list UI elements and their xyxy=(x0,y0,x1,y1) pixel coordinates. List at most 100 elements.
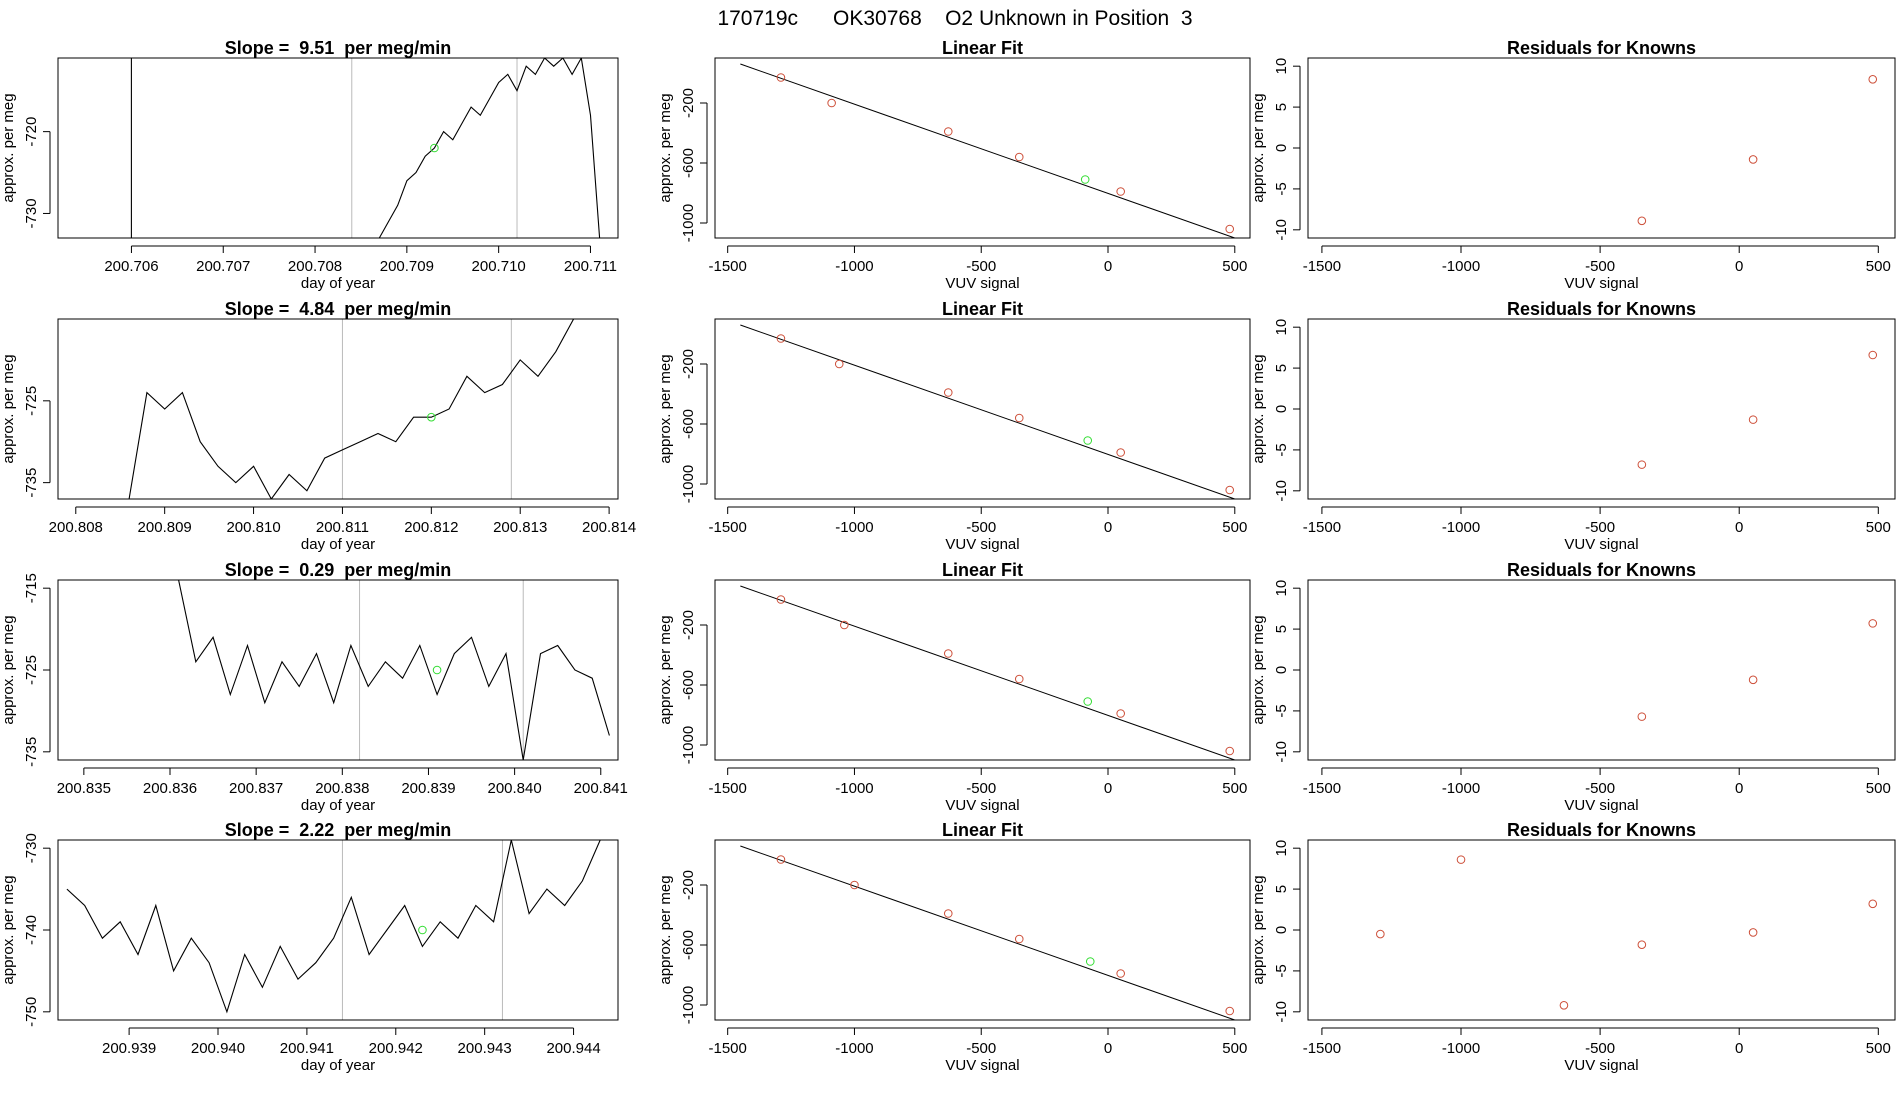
known-point xyxy=(1014,934,1024,944)
known-point xyxy=(827,98,836,108)
x-tick-label: 200.810 xyxy=(226,519,280,536)
y-tick-label: -1000 xyxy=(680,465,697,503)
known-point xyxy=(776,855,786,864)
x-tick-label: 200.838 xyxy=(315,780,369,797)
y-tick-label: -1000 xyxy=(680,986,697,1024)
known-point xyxy=(1868,74,1878,84)
x-tick-label: -1000 xyxy=(835,519,873,536)
x-tick-label: 200.941 xyxy=(280,1040,334,1057)
x-tick-label: 200.943 xyxy=(458,1040,512,1057)
y-tick-label: -200 xyxy=(680,88,697,118)
known-point xyxy=(1116,448,1125,457)
x-tick-label: 500 xyxy=(1866,258,1891,275)
y-tick-label: -5 xyxy=(1273,964,1290,977)
plot-frame xyxy=(714,318,1251,500)
residuals-panel: -1500 -1000 -500 0 500 VUV signal 10 5 0 -5 -10 app… xyxy=(1250,820,1896,1074)
x-tick-label: -1000 xyxy=(1442,1040,1480,1057)
y-tick-label: -200 xyxy=(680,349,697,379)
plot-frame xyxy=(714,57,1251,239)
x-tick-label: -1000 xyxy=(835,780,873,797)
x-tick-label: 0 xyxy=(1104,258,1112,275)
panel-title: Slope = 2.22 per meg/min xyxy=(225,820,452,840)
plot-frame xyxy=(57,57,619,239)
x-tick-label: -500 xyxy=(1585,519,1615,536)
y-tick-label: -600 xyxy=(680,670,697,700)
x-tick-label: -1500 xyxy=(1303,258,1341,275)
known-point xyxy=(1868,619,1878,628)
x-axis-label: VUV signal xyxy=(1564,797,1638,814)
x-tick-label: 200.709 xyxy=(380,258,434,275)
fit-line xyxy=(740,585,1235,760)
unknown-point xyxy=(1085,957,1095,966)
known-point xyxy=(1868,350,1878,360)
plot-frame xyxy=(1307,579,1896,761)
x-tick-label: 200.707 xyxy=(196,258,250,275)
x-tick-label: 200.814 xyxy=(582,519,636,536)
y-tick-label: -725 xyxy=(23,386,40,416)
x-tick-label: -1000 xyxy=(1442,519,1480,536)
plot-frame xyxy=(714,839,1251,1021)
panel-title: Slope = 4.84 per meg/min xyxy=(225,299,452,319)
fit-line xyxy=(740,324,1235,499)
y-tick-label: 10 xyxy=(1273,580,1290,597)
y-tick-label: -735 xyxy=(23,737,40,767)
panel-title: Slope = 9.51 per meg/min xyxy=(225,38,452,58)
x-axis-label: VUV signal xyxy=(1564,275,1638,292)
plot-frame xyxy=(1307,839,1896,1021)
unknown-point xyxy=(1083,436,1093,445)
y-tick-label: -5 xyxy=(1273,443,1290,456)
y-axis-label: approx. per meg xyxy=(0,615,17,724)
fit-line xyxy=(740,63,1235,238)
known-point xyxy=(1868,899,1878,909)
y-tick-label: -200 xyxy=(680,610,697,640)
known-point xyxy=(1376,929,1385,939)
x-tick-label: -500 xyxy=(966,780,996,797)
x-tick-label: 0 xyxy=(1104,1040,1112,1057)
x-tick-label: 200.835 xyxy=(57,780,111,797)
known-point xyxy=(1116,969,1125,978)
x-tick-label: -1500 xyxy=(708,258,746,275)
x-tick-label: -1500 xyxy=(1303,1040,1341,1057)
y-tick-label: -720 xyxy=(23,117,40,147)
panel-title: Linear Fit xyxy=(942,299,1023,319)
x-tick-label: -500 xyxy=(966,1040,996,1057)
x-tick-label: -1000 xyxy=(1442,780,1480,797)
x-tick-label: -1500 xyxy=(708,519,746,536)
series-line xyxy=(66,840,601,1014)
x-tick-label: 500 xyxy=(1866,780,1891,797)
x-tick-label: 0 xyxy=(1735,519,1743,536)
fit-panel: -1500 -1000 -500 0 500 VUV signal -200 -600 -100… xyxy=(657,820,1251,1074)
known-point xyxy=(1116,187,1125,196)
x-tick-label: -1500 xyxy=(1303,519,1341,536)
y-tick-label: 0 xyxy=(1273,926,1290,934)
unknown-marker xyxy=(430,143,439,153)
known-point xyxy=(943,127,953,136)
x-tick-label: -1000 xyxy=(835,258,873,275)
y-tick-label: -10 xyxy=(1273,219,1290,241)
x-tick-label: 200.813 xyxy=(493,519,547,536)
known-point xyxy=(776,595,786,604)
x-axis-label: VUV signal xyxy=(1564,1057,1638,1074)
panel-title: Linear Fit xyxy=(942,38,1023,58)
y-axis-label: approx. per meg xyxy=(657,875,674,984)
x-tick-label: 0 xyxy=(1735,258,1743,275)
x-tick-label: 200.809 xyxy=(138,519,192,536)
x-tick-label: 200.711 xyxy=(564,258,617,275)
x-tick-label: 500 xyxy=(1222,780,1247,797)
x-tick-label: -500 xyxy=(1585,258,1615,275)
panel-title: Residuals for Knowns xyxy=(1507,560,1696,580)
plot-frame xyxy=(57,579,619,761)
y-tick-label: -735 xyxy=(23,468,40,498)
plot-frame xyxy=(714,579,1251,761)
known-point xyxy=(850,880,859,890)
y-tick-label: 10 xyxy=(1273,58,1290,75)
x-tick-label: 0 xyxy=(1104,780,1112,797)
fit-line xyxy=(740,845,1235,1020)
x-tick-label: -1000 xyxy=(835,1040,873,1057)
y-axis-label: approx. per meg xyxy=(1250,354,1267,463)
known-point xyxy=(943,909,953,918)
x-tick-label: 0 xyxy=(1104,519,1112,536)
known-point xyxy=(1225,1006,1235,1016)
y-axis-label: approx. per meg xyxy=(657,354,674,463)
